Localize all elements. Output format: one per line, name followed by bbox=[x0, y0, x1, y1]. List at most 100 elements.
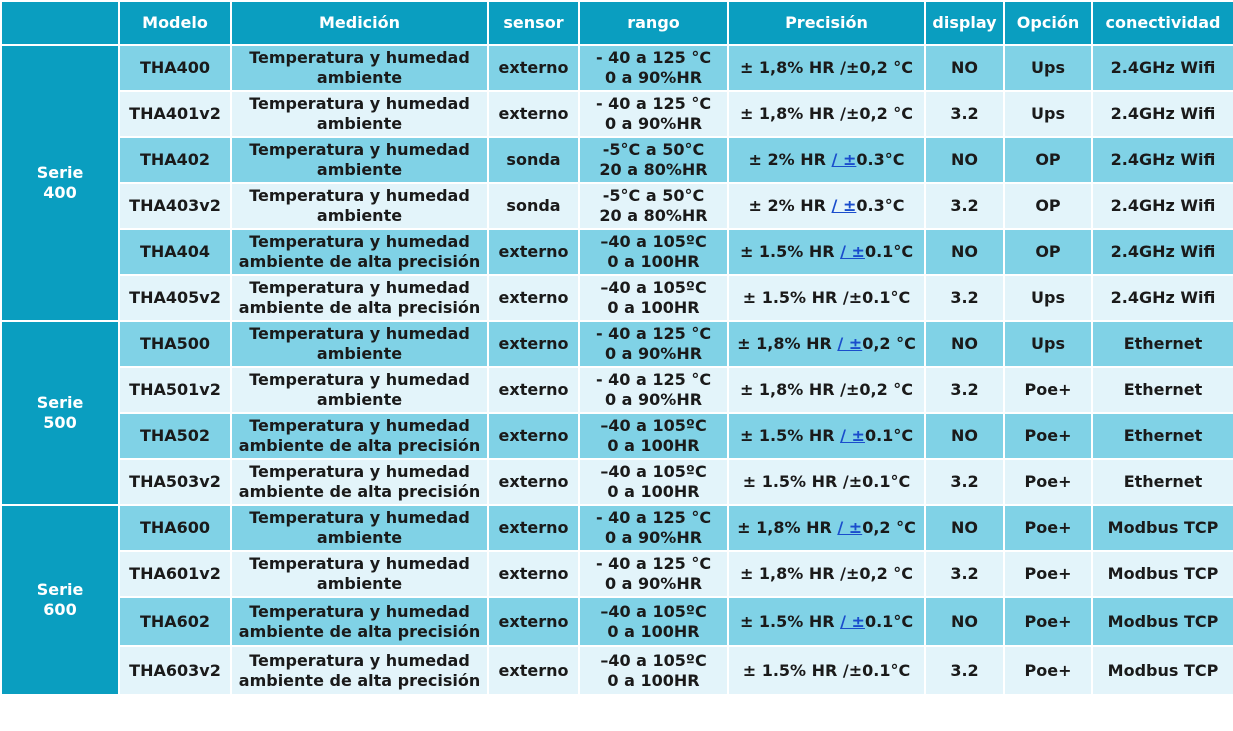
precision-text-end: 0.1°C bbox=[864, 242, 914, 261]
cell-rango: –40 a 105ºC 0 a 100HR bbox=[578, 274, 729, 322]
medicion-line2: ambiente de alta precisión bbox=[238, 621, 481, 641]
medicion-line1: Temperatura y humedad bbox=[249, 554, 470, 573]
precision-text-end: 0.1°C bbox=[864, 426, 914, 445]
cell-precision: ± 1.5% HR /±0.1°C bbox=[727, 458, 926, 506]
cell-sensor: externo bbox=[487, 320, 580, 368]
medicion-line1: Temperatura y humedad bbox=[249, 416, 470, 435]
cell-medicion: Temperatura y humedad ambiente bbox=[230, 44, 489, 92]
cell-model: THA602 bbox=[118, 596, 232, 647]
table-row: THA602 Temperatura y humedad ambiente de a… bbox=[1, 596, 1233, 647]
cell-rango: –40 a 105ºC 0 a 100HR bbox=[578, 228, 729, 276]
series-label-line2: 500 bbox=[43, 413, 77, 432]
cell-precision: ± 1,8% HR /±0,2 °C bbox=[727, 90, 926, 138]
rango-line2: 0 a 100HR bbox=[607, 482, 700, 501]
header-corner bbox=[0, 0, 120, 46]
cell-precision: ± 1,8% HR / ±0,2 °C bbox=[727, 320, 926, 368]
cell-rango: - 40 a 125 °C 0 a 90%HR bbox=[578, 320, 729, 368]
cell-rango: - 40 a 125 °C 0 a 90%HR bbox=[578, 366, 729, 414]
cell-opcion: Poe+ bbox=[1003, 645, 1093, 696]
medicion-line2: ambiente bbox=[316, 390, 403, 409]
precision-text: ± 2% HR bbox=[748, 150, 832, 169]
cell-precision: ± 1.5% HR / ±0.1°C bbox=[727, 596, 926, 647]
precision-link[interactable]: / ± bbox=[831, 196, 857, 215]
cell-medicion: Temperatura y humedad ambiente de alta pr… bbox=[230, 596, 489, 647]
table-row: THA401v2 Temperatura y humedad ambiente ext… bbox=[1, 90, 1233, 138]
cell-precision: ± 1.5% HR / ±0.1°C bbox=[727, 228, 926, 276]
cell-display: NO bbox=[924, 228, 1005, 276]
cell-display: 3.2 bbox=[924, 90, 1005, 138]
cell-precision: ± 1,8% HR / ±0,2 °C bbox=[727, 504, 926, 552]
cell-rango: - 40 a 125 °C 0 a 90%HR bbox=[578, 504, 729, 552]
cell-opcion: Ups bbox=[1003, 44, 1093, 92]
precision-text: ± 1,8% HR bbox=[737, 334, 838, 353]
table-row: Serie 400 THA400 Temperatura y humedad ambie… bbox=[0, 44, 1233, 322]
medicion-line1: Temperatura y humedad bbox=[249, 370, 470, 389]
table-row: THA402 Temperatura y humedad ambiente sonda… bbox=[1, 136, 1233, 184]
cell-model: THA503v2 bbox=[118, 458, 232, 506]
cell-rango: -5°C a 50°C 20 a 80%HR bbox=[578, 136, 729, 184]
header-rango: rango bbox=[578, 0, 729, 46]
medicion-line1: Temperatura y humedad bbox=[249, 278, 470, 297]
cell-sensor: externo bbox=[487, 458, 580, 506]
header-conectividad: conectividad bbox=[1091, 0, 1233, 46]
table-row: Serie 600 THA600 Temperatura y humedad ambie… bbox=[0, 504, 1233, 696]
rango-line1: - 40 a 125 °C bbox=[595, 508, 712, 527]
precision-link[interactable]: / ± bbox=[837, 334, 863, 353]
cell-model: THA405v2 bbox=[118, 274, 232, 322]
precision-link[interactable]: / ± bbox=[837, 518, 863, 537]
cell-rango: -5°C a 50°C 20 a 80%HR bbox=[578, 182, 729, 230]
cell-model: THA403v2 bbox=[118, 182, 232, 230]
precision-link[interactable]: / ± bbox=[840, 426, 865, 445]
cell-sensor: externo bbox=[487, 596, 580, 647]
cell-conectividad: 2.4GHz Wifi bbox=[1091, 274, 1233, 322]
cell-medicion: Temperatura y humedad ambiente bbox=[230, 366, 489, 414]
cell-rango: –40 a 105ºC 0 a 100HR bbox=[578, 645, 729, 696]
rango-line2: 20 a 80%HR bbox=[599, 206, 708, 225]
medicion-line2: ambiente de alta precisión bbox=[238, 436, 481, 455]
cell-model: THA400 bbox=[118, 44, 232, 92]
cell-conectividad: Modbus TCP bbox=[1091, 645, 1233, 696]
series-label-line1: Serie bbox=[36, 163, 84, 182]
cell-medicion: Temperatura y humedad ambiente bbox=[230, 182, 489, 230]
cell-display: NO bbox=[924, 596, 1005, 647]
precision-text: ± 1,8% HR /±0,2 °C bbox=[739, 380, 914, 399]
cell-sensor: externo bbox=[487, 44, 580, 92]
cell-model: THA500 bbox=[118, 320, 232, 368]
precision-text-end: 0.3°C bbox=[856, 196, 905, 215]
medicion-line1: Temperatura y humedad bbox=[249, 324, 470, 343]
cell-sensor: externo bbox=[487, 366, 580, 414]
cell-medicion: Temperatura y humedad ambiente bbox=[230, 320, 489, 368]
medicion-line2: ambiente de alta precisión bbox=[238, 670, 481, 690]
rango-line1: - 40 a 125 °C bbox=[595, 370, 712, 389]
rango-line1: –40 a 105ºC bbox=[600, 416, 707, 435]
cell-conectividad: 2.4GHz Wifi bbox=[1091, 228, 1233, 276]
cell-medicion: Temperatura y humedad ambiente de alta pr… bbox=[230, 274, 489, 322]
cell-medicion: Temperatura y humedad ambiente bbox=[230, 550, 489, 598]
cell-precision: ± 1,8% HR /±0,2 °C bbox=[727, 550, 926, 598]
precision-link[interactable]: / ± bbox=[831, 150, 857, 169]
rango-line1: –40 a 105ºC bbox=[600, 650, 707, 670]
cell-conectividad: Modbus TCP bbox=[1091, 504, 1233, 552]
precision-link[interactable]: / ± bbox=[840, 242, 865, 261]
cell-precision: ± 2% HR / ±0.3°C bbox=[727, 182, 926, 230]
medicion-line1: Temperatura y humedad bbox=[249, 650, 470, 670]
cell-conectividad: 2.4GHz Wifi bbox=[1091, 136, 1233, 184]
medicion-line2: ambiente bbox=[316, 528, 403, 547]
cell-opcion: Ups bbox=[1003, 90, 1093, 138]
cell-rango: - 40 a 125 °C 0 a 90%HR bbox=[578, 90, 729, 138]
cell-conectividad: 2.4GHz Wifi bbox=[1091, 90, 1233, 138]
precision-link[interactable]: / ± bbox=[840, 611, 865, 631]
cell-conectividad: 2.4GHz Wifi bbox=[1091, 182, 1233, 230]
cell-medicion: Temperatura y humedad ambiente bbox=[230, 90, 489, 138]
cell-conectividad: Ethernet bbox=[1091, 458, 1233, 506]
medicion-line1: Temperatura y humedad bbox=[249, 462, 470, 481]
header-row: Modelo Medición sensor rango Precisión d… bbox=[0, 0, 1233, 46]
series-label-line2: 400 bbox=[43, 183, 77, 202]
medicion-line2: ambiente bbox=[316, 68, 403, 87]
cell-rango: –40 a 105ºC 0 a 100HR bbox=[578, 412, 729, 460]
cell-opcion: Poe+ bbox=[1003, 504, 1093, 552]
medicion-line1: Temperatura y humedad bbox=[249, 232, 470, 251]
rango-line1: -5°C a 50°C bbox=[602, 186, 705, 205]
precision-text: ± 1,8% HR bbox=[737, 518, 838, 537]
rango-line2: 0 a 100HR bbox=[607, 621, 700, 641]
